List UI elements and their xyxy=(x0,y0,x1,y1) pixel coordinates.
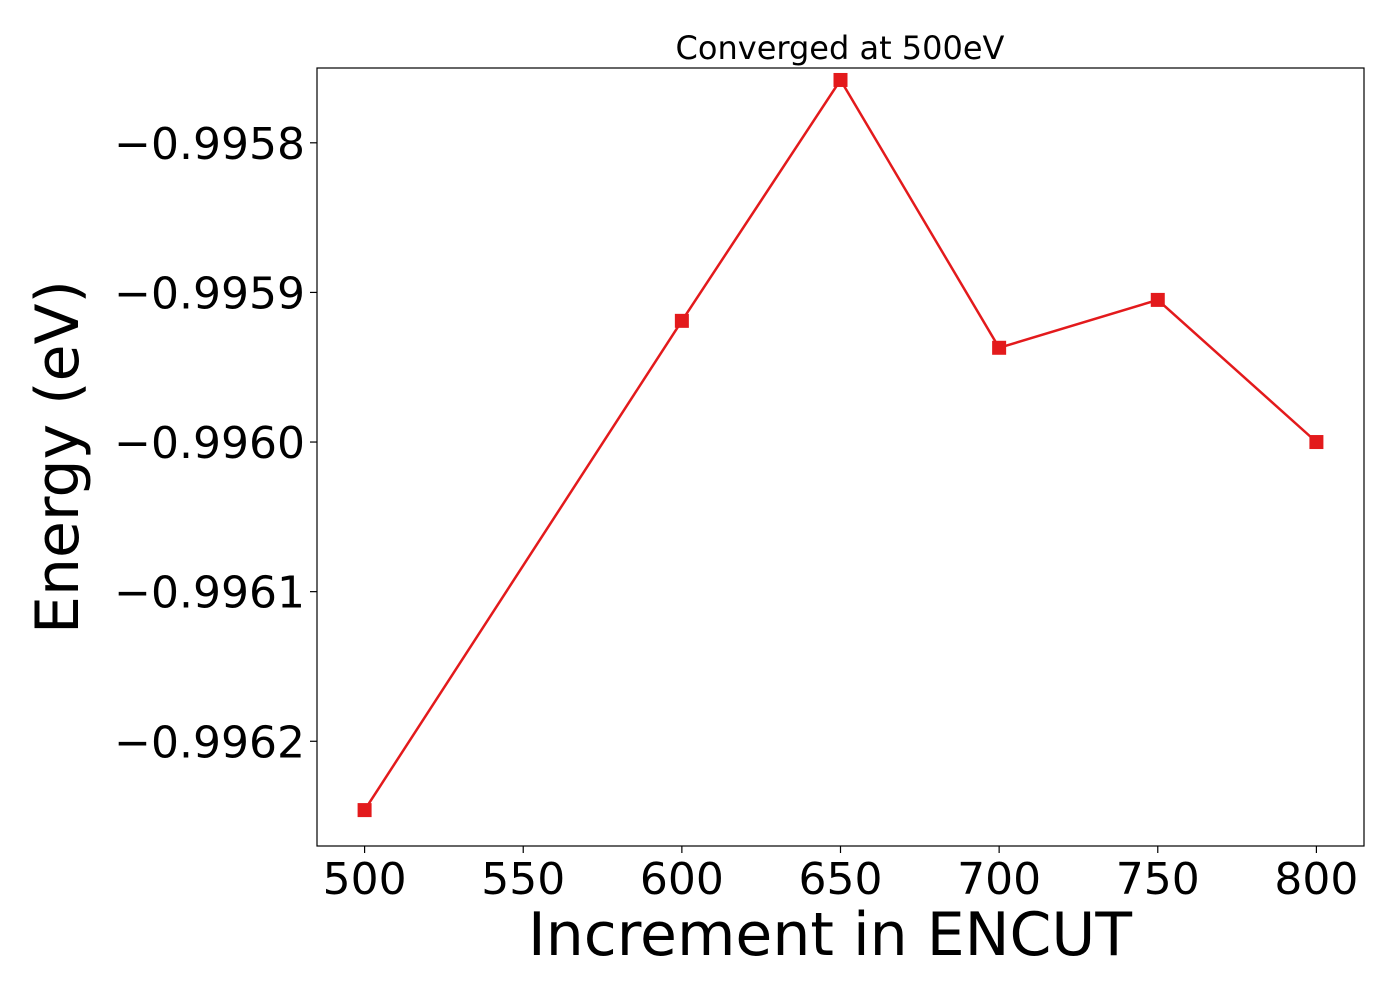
y-tick-label: −0.9962 xyxy=(114,717,305,768)
x-axis-label: Increment in ENCUT xyxy=(528,900,1132,970)
chart-title: Converged at 500eV xyxy=(676,29,1005,67)
x-tick-label: 500 xyxy=(323,854,407,905)
x-tick-label: 800 xyxy=(1274,854,1358,905)
data-point xyxy=(1309,435,1324,450)
y-tick-label: −0.9960 xyxy=(114,418,305,469)
x-axis: 500 550 600 650 700 750 800 xyxy=(323,846,1358,905)
data-point xyxy=(1150,292,1165,307)
y-tick-label: −0.9958 xyxy=(114,119,305,170)
y-axis: −0.9958 −0.9959 −0.9960 −0.9961 −0.9962 xyxy=(114,119,317,768)
data-point xyxy=(992,340,1007,355)
plot-area xyxy=(316,67,1365,847)
x-tick-label: 550 xyxy=(481,854,565,905)
data-point xyxy=(674,313,689,328)
series-line xyxy=(357,72,1324,818)
series-polyline xyxy=(363,77,1318,811)
x-tick-label: 750 xyxy=(1116,854,1200,905)
y-tick-label: −0.9961 xyxy=(114,568,305,619)
data-point xyxy=(833,72,848,87)
y-tick-label: −0.9959 xyxy=(114,268,305,319)
x-tick-label: 700 xyxy=(957,854,1041,905)
x-tick-label: 650 xyxy=(799,854,883,905)
y-axis-label: Energy (eV) xyxy=(23,280,93,634)
data-point xyxy=(357,803,372,818)
x-tick-label: 600 xyxy=(640,854,724,905)
